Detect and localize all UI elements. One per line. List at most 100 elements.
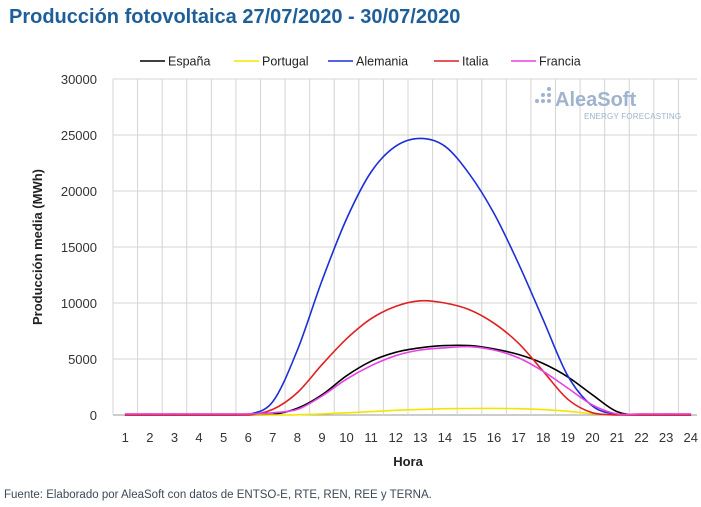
x-tick-label: 1 — [122, 430, 129, 445]
data-point — [296, 349, 298, 351]
data-point — [173, 413, 176, 415]
data-point — [198, 414, 200, 416]
data-point — [542, 362, 544, 365]
data-point — [296, 414, 298, 416]
x-tick-label: 24 — [683, 430, 697, 445]
y-tick-label: 25000 — [61, 128, 97, 143]
x-tick-label: 14 — [438, 430, 452, 445]
data-point — [149, 413, 151, 415]
x-tick-label: 8 — [294, 430, 301, 445]
data-point — [518, 357, 520, 359]
x-tick-label: 9 — [318, 430, 325, 445]
series-line-francia — [125, 345, 691, 416]
data-point — [173, 414, 176, 416]
x-tick-label: 4 — [195, 430, 202, 445]
data-point — [468, 173, 471, 175]
legend: España Portugal Alemania Italia Francia — [140, 55, 581, 69]
x-tick-label: 5 — [220, 430, 227, 445]
x-axis-title: Hora — [393, 454, 423, 469]
data-point — [198, 413, 200, 415]
data-point — [345, 218, 348, 220]
x-tick-label: 23 — [659, 430, 673, 445]
x-tick-label: 17 — [511, 430, 525, 445]
x-tick-label: 22 — [634, 430, 648, 445]
data-point — [272, 412, 274, 414]
y-tick-label: 5000 — [68, 352, 97, 367]
x-tick-label: 12 — [388, 430, 402, 445]
data-point — [493, 212, 495, 214]
data-point — [395, 145, 397, 147]
legend-label: Francia — [539, 55, 581, 69]
x-tick-label: 19 — [561, 430, 575, 445]
logo-dots-icon — [535, 87, 551, 103]
data-point — [518, 408, 520, 410]
data-point — [124, 414, 126, 416]
legend-label: España — [168, 55, 210, 69]
logo-wordmark: AleaSoft — [555, 89, 636, 111]
data-point — [370, 171, 372, 173]
data-point — [591, 412, 593, 414]
data-point — [567, 387, 569, 389]
data-point — [296, 392, 298, 394]
logo-tagline: ENERGY FORECASTING — [584, 112, 681, 121]
data-point — [272, 414, 274, 416]
legend-label: Portugal — [262, 55, 309, 69]
aleasoft-logo: AleaSoft ENERGY FORECASTING — [535, 87, 681, 121]
data-point — [345, 338, 348, 340]
grid-lines — [112, 78, 697, 416]
data-point — [591, 394, 593, 396]
data-point — [321, 395, 323, 397]
chart-title: Producción fotovoltaica 27/07/2020 - 30/… — [9, 6, 461, 28]
data-point — [124, 413, 126, 415]
data-point — [247, 413, 249, 415]
data-point — [419, 408, 421, 410]
data-point — [370, 365, 372, 367]
data-point — [493, 407, 495, 409]
data-point — [395, 351, 397, 353]
data-point — [468, 309, 471, 311]
data-point — [419, 347, 421, 349]
data-point — [345, 375, 348, 377]
data-point — [493, 349, 495, 351]
data-point — [370, 318, 372, 320]
data-point — [419, 137, 421, 139]
data-point — [468, 407, 471, 410]
data-point — [665, 414, 667, 416]
data-point — [345, 412, 348, 414]
data-point — [690, 414, 692, 416]
data-point — [321, 364, 323, 366]
x-tick-label: 20 — [585, 430, 599, 445]
y-tick-label: 20000 — [61, 184, 97, 199]
data-point — [567, 398, 569, 400]
data-point — [321, 413, 323, 415]
data-point — [591, 404, 593, 406]
data-point — [370, 411, 372, 413]
data-point — [493, 322, 495, 324]
data-point — [321, 280, 323, 282]
data-point — [444, 408, 446, 410]
data-point — [518, 353, 520, 356]
data-point — [542, 319, 544, 321]
x-tick-label: 2 — [146, 430, 153, 445]
data-point — [395, 305, 397, 307]
x-tick-label: 3 — [171, 430, 178, 445]
x-tick-label: 15 — [462, 430, 476, 445]
data-point — [444, 302, 446, 304]
x-tick-label: 11 — [364, 430, 378, 445]
data-point — [542, 409, 544, 411]
data-point — [518, 342, 520, 344]
data-point — [542, 370, 544, 372]
y-tick-label: 15000 — [61, 240, 97, 255]
data-point — [444, 347, 446, 349]
x-tick-label: 6 — [245, 430, 252, 445]
data-point — [616, 413, 618, 415]
data-point — [149, 414, 151, 416]
y-tick-label: 30000 — [61, 72, 97, 87]
x-tick-label: 10 — [339, 430, 353, 445]
source-note: Fuente: Elaborado por AleaSoft con datos… — [4, 489, 432, 501]
data-point — [419, 349, 421, 351]
x-tick-label: 18 — [536, 430, 550, 445]
y-tick-label: 0 — [90, 408, 97, 423]
data-point — [640, 413, 643, 415]
